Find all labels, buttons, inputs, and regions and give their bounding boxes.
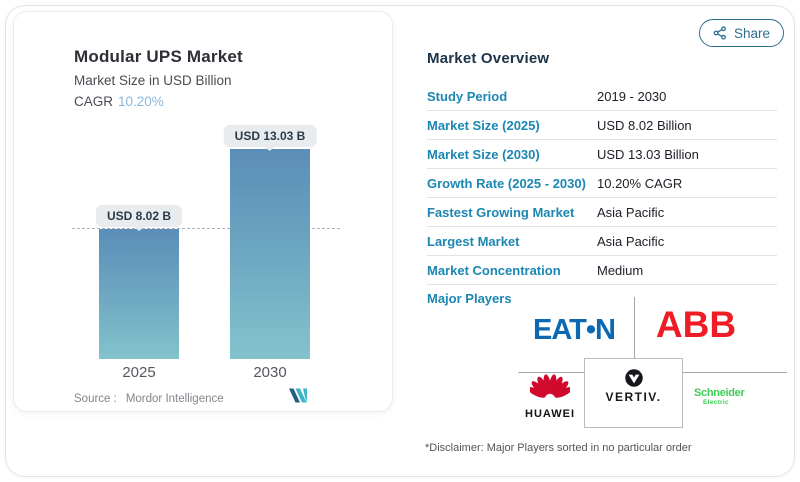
table-row: Market Concentration Medium	[427, 256, 777, 285]
row-value: 2019 - 2030	[597, 88, 667, 104]
schneider-electric-text: Electric	[703, 399, 729, 406]
mordor-intelligence-logo-icon	[289, 388, 307, 403]
bar-value-label-2030: USD 13.03 B	[223, 125, 317, 147]
cagr-value: 10.20%	[118, 94, 164, 109]
table-row: Fastest Growing Market Asia Pacific	[427, 198, 777, 227]
logo-grid-vertical-divider	[634, 297, 635, 358]
row-value: USD 8.02 Billion	[597, 117, 692, 133]
chart-cagr-line: CAGR 10.20%	[74, 94, 164, 109]
row-label: Fastest Growing Market	[427, 204, 575, 220]
share-nodes-icon	[713, 26, 726, 40]
schneider-logo-text: Schneider	[694, 387, 745, 399]
huawei-logo-text: HUAWEI	[525, 408, 575, 420]
row-label: Market Concentration	[427, 262, 561, 278]
row-label: Market Size (2025)	[427, 117, 540, 133]
chart-title: Modular UPS Market	[74, 47, 243, 66]
source-attribution: Source : Mordor Intelligence	[74, 393, 224, 405]
bar-value-label-2025: USD 8.02 B	[95, 205, 183, 227]
row-value: USD 13.03 Billion	[597, 146, 699, 162]
row-label: Growth Rate (2025 - 2030)	[427, 175, 586, 191]
source-name: Mordor Intelligence	[125, 393, 224, 405]
logo-grid-horizontal-divider-left	[518, 372, 584, 373]
vertiv-logo-text: VERTIV.	[605, 390, 662, 404]
huawei-logo: HUAWEI	[520, 372, 580, 420]
table-row: Market Size (2025) USD 8.02 Billion	[427, 111, 777, 140]
market-overview-table: Study Period 2019 - 2030 Market Size (20…	[427, 82, 777, 285]
reference-dashed-line	[72, 228, 340, 229]
logo-grid-horizontal-divider-right	[683, 372, 787, 373]
row-label: Largest Market	[427, 233, 520, 249]
table-row: Study Period 2019 - 2030	[427, 82, 777, 111]
row-value: Medium	[597, 262, 644, 278]
schneider-electric-logo: Schneider Electric	[694, 387, 745, 408]
overview-title: Market Overview	[427, 50, 550, 67]
major-players-label: Major Players	[427, 291, 512, 306]
chart-subtitle: Market Size in USD Billion	[74, 73, 232, 88]
vertiv-logo: VERTIV.	[584, 358, 683, 428]
bar-chart: USD 8.02 B USD 13.03 B 2025 2030	[14, 12, 394, 413]
source-label: Source :	[74, 393, 117, 405]
row-value: 10.20% CAGR	[597, 175, 683, 191]
table-row: Growth Rate (2025 - 2030) 10.20% CAGR	[427, 169, 777, 198]
row-value: Asia Pacific	[597, 233, 665, 249]
eaton-logo: EAT•N	[533, 314, 616, 346]
row-label: Market Size (2030)	[427, 146, 540, 162]
row-label: Study Period	[427, 88, 508, 104]
vertiv-circle-icon	[624, 369, 643, 387]
share-button[interactable]: Share	[699, 19, 785, 47]
abb-logo: ABB	[655, 304, 737, 345]
bar-2030	[230, 149, 310, 359]
share-button-label: Share	[734, 25, 771, 41]
table-row: Market Size (2030) USD 13.03 Billion	[427, 140, 777, 169]
row-value: Asia Pacific	[597, 204, 665, 220]
x-tick-2030: 2030	[253, 364, 287, 381]
table-row: Largest Market Asia Pacific	[427, 227, 777, 256]
market-chart-card: Modular UPS Market Market Size in USD Bi…	[13, 11, 393, 412]
x-tick-2025: 2025	[122, 364, 156, 381]
bar-2025	[99, 229, 179, 359]
cagr-label: CAGR	[74, 94, 114, 109]
disclaimer-text: *Disclaimer: Major Players sorted in no …	[425, 442, 692, 454]
huawei-petals-icon	[527, 374, 573, 398]
